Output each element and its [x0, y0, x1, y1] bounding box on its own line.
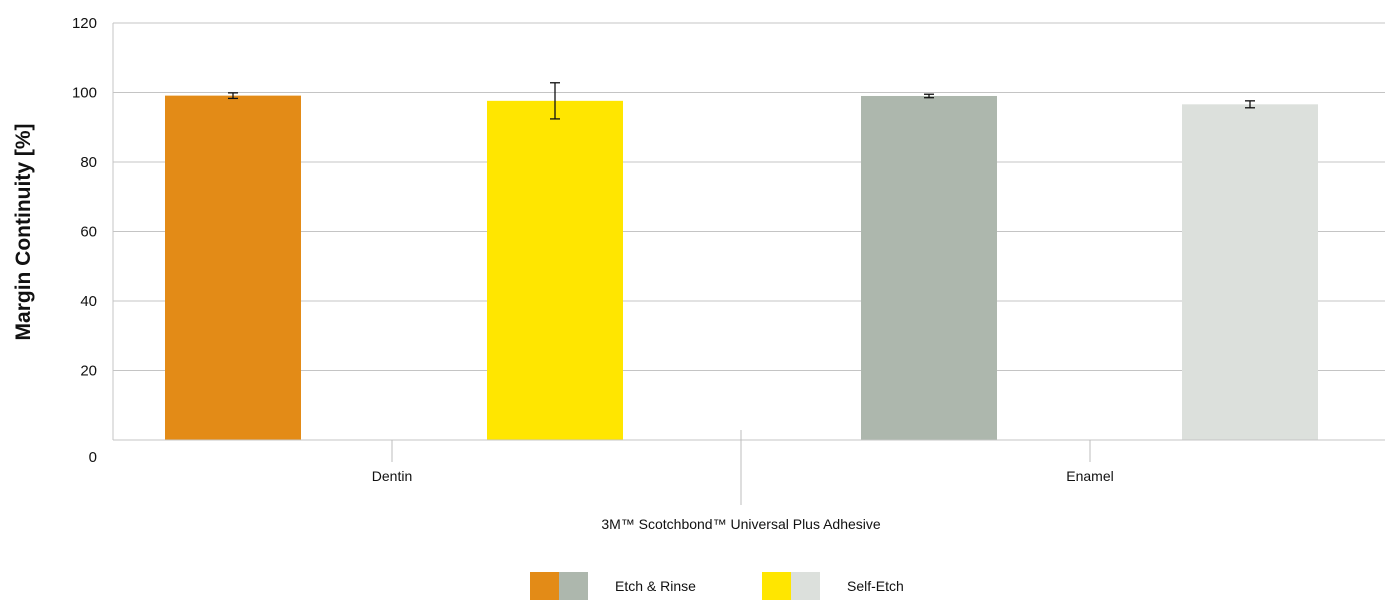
- y-tick-label: 40: [80, 293, 97, 310]
- y-axis-label: Margin Continuity [%]: [12, 124, 35, 341]
- x-category-label: Enamel: [1066, 468, 1113, 484]
- legend-swatch: [530, 572, 559, 600]
- legend-swatch: [791, 572, 820, 600]
- gridlines: [113, 22, 1385, 371]
- legend-label: Self-Etch: [847, 578, 904, 594]
- bar: [487, 100, 623, 440]
- y-tick-label: 0: [89, 449, 97, 466]
- y-tick-label: 120: [72, 15, 97, 32]
- legend-swatch: [559, 572, 588, 600]
- y-tick-label: 60: [80, 224, 97, 241]
- bars: [165, 82, 1318, 440]
- x-category-label: Dentin: [372, 468, 412, 484]
- y-tick-label: 20: [80, 363, 97, 380]
- legend: Etch & Rinse Self-Etch: [530, 572, 904, 600]
- bar: [861, 95, 997, 440]
- y-tick-label: 80: [80, 154, 97, 171]
- x-axis-label: 3M™ Scotchbond™ Universal Plus Adhesive: [601, 516, 881, 532]
- bar: [165, 95, 301, 440]
- y-tick-label: 100: [72, 85, 97, 102]
- axes: 0 20 40 60 80 100 120 Dentin Enamel 3M™ Scotchbon…: [12, 15, 1385, 532]
- legend-swatch: [762, 572, 791, 600]
- bar: [1182, 104, 1318, 440]
- legend-label: Etch & Rinse: [615, 578, 696, 594]
